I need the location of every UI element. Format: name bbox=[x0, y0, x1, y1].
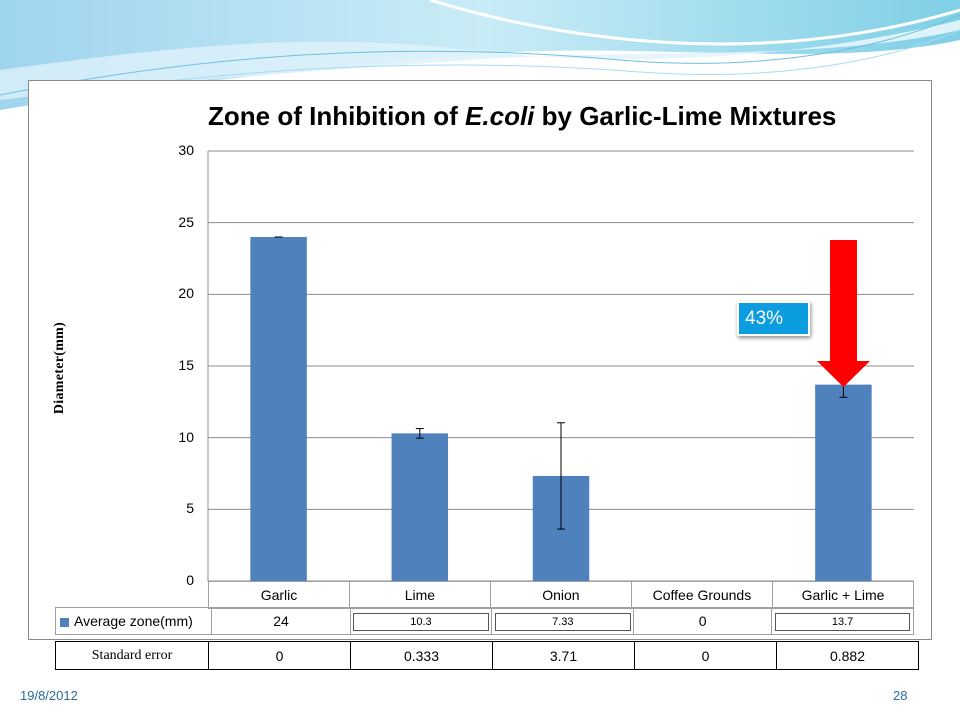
percent-annotation: 43% bbox=[737, 301, 810, 336]
bars bbox=[250, 237, 872, 581]
series-name: Average zone(mm) bbox=[74, 613, 193, 629]
y-tick-label: 5 bbox=[186, 500, 194, 517]
average-value-cell: 7.33 bbox=[491, 607, 635, 635]
legend-entry: Average zone(mm) bbox=[54, 607, 213, 635]
bar bbox=[815, 384, 872, 581]
footer-date: 19/8/2012 bbox=[20, 688, 78, 703]
category-label: Garlic + Lime bbox=[772, 581, 914, 609]
y-tick-label: 20 bbox=[178, 285, 194, 302]
bar bbox=[391, 433, 449, 581]
average-value-cell: 13.7 bbox=[771, 607, 914, 635]
red-arrow-head bbox=[817, 361, 870, 387]
red-arrow-annotation bbox=[817, 240, 870, 387]
category-label: Garlic bbox=[208, 581, 350, 609]
average-value-cell: 10.3 bbox=[349, 607, 493, 635]
y-tick-label: 25 bbox=[178, 213, 194, 230]
standard-error-row: Standard error 0 0.333 3.71 0 0.882 bbox=[55, 641, 919, 670]
y-tick-label: 30 bbox=[178, 142, 194, 158]
y-tick-label: 10 bbox=[178, 428, 194, 445]
standard-error-cell: 0.333 bbox=[350, 641, 493, 670]
average-value-box: 13.7 bbox=[774, 612, 911, 631]
y-tick-label: 15 bbox=[178, 357, 194, 373]
footer-page-number: 28 bbox=[893, 688, 908, 703]
standard-error-cell: 0 bbox=[208, 641, 351, 670]
legend-swatch bbox=[60, 617, 69, 627]
standard-error-cell: 0 bbox=[634, 641, 777, 670]
standard-error-cell: 3.71 bbox=[492, 641, 635, 670]
category-label: Lime bbox=[348, 581, 491, 609]
average-value-box: 10.3 bbox=[353, 612, 489, 631]
average-value-box: 7.33 bbox=[495, 612, 631, 631]
category-header-row: Garlic Lime Onion Coffee Grounds Garlic … bbox=[208, 581, 914, 609]
standard-error-label: Standard error bbox=[55, 641, 209, 670]
average-zone-row: Average zone(mm) 24 10.3 7.33 0 13.7 bbox=[54, 607, 914, 635]
category-label: Onion bbox=[489, 581, 632, 609]
red-arrow-shaft bbox=[830, 240, 857, 362]
chart-frame bbox=[28, 80, 932, 640]
category-label: Coffee Grounds bbox=[630, 581, 774, 609]
error-bars bbox=[274, 236, 848, 530]
percent-annotation-text: 43% bbox=[739, 303, 808, 334]
standard-error-cell: 0.882 bbox=[776, 641, 919, 670]
average-value-cell: 24 bbox=[211, 607, 351, 635]
bar bbox=[250, 237, 307, 581]
chart-title: Zone of Inhibition of E.coli by Garlic-L… bbox=[208, 101, 837, 131]
y-tick-label: 0 bbox=[186, 572, 194, 588]
average-value-cell: 0 bbox=[633, 607, 773, 635]
